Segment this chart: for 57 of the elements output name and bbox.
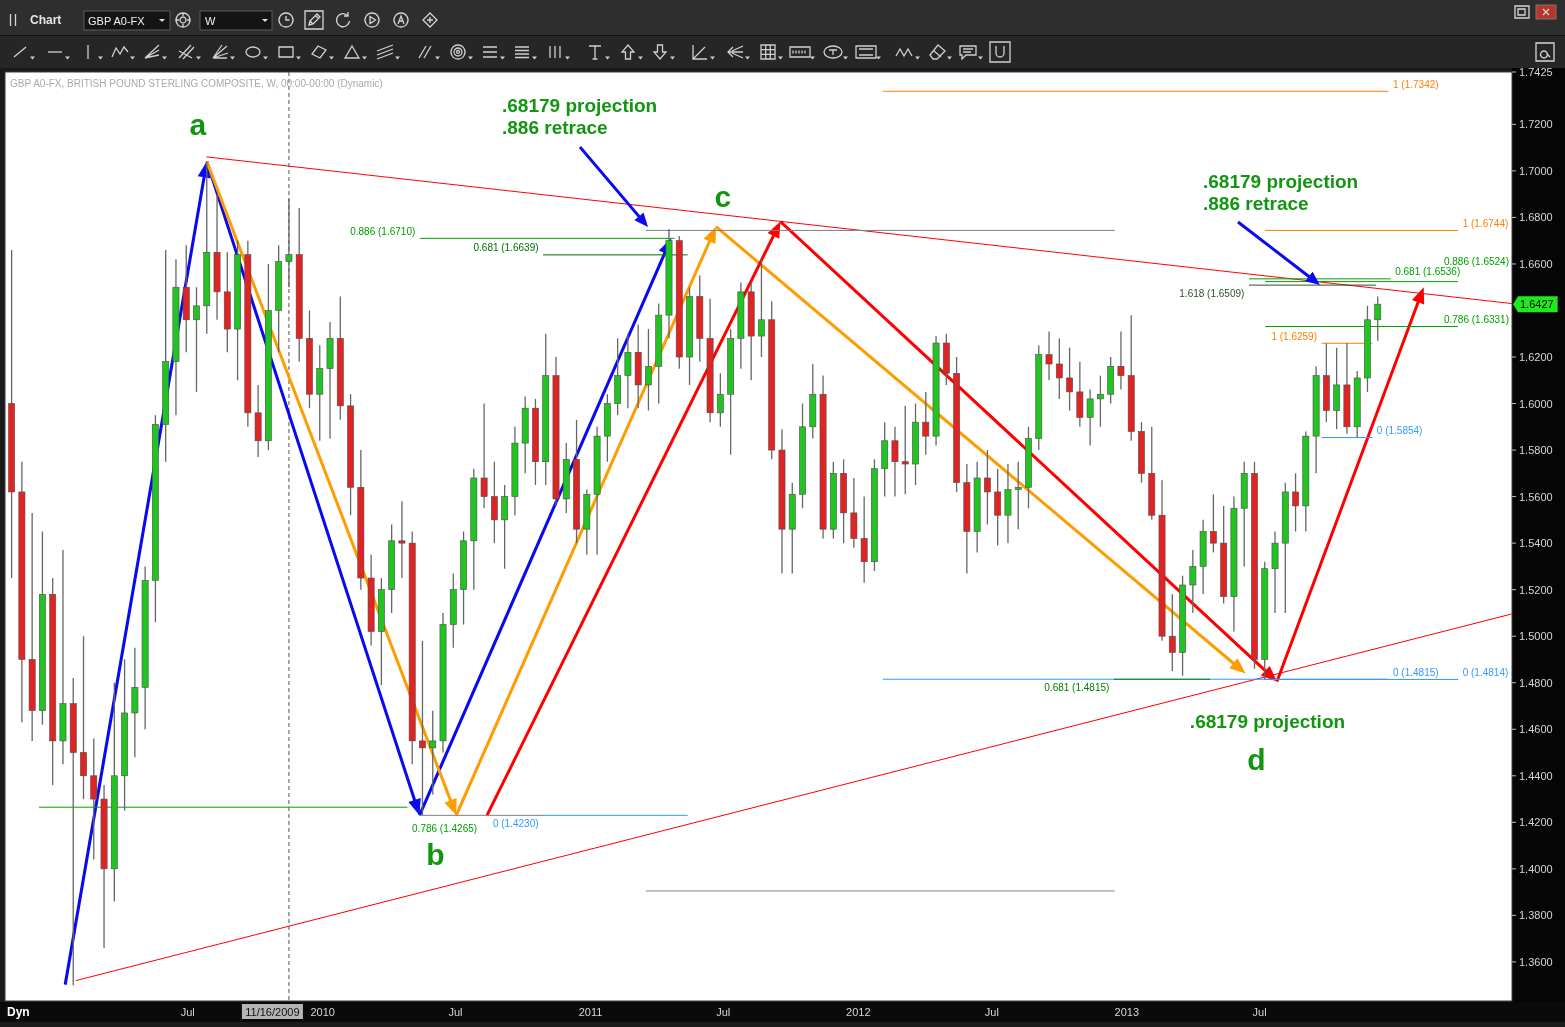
- x-tick-label: Jul: [984, 1006, 999, 1018]
- x-tick-label: 2013: [1114, 1006, 1140, 1018]
- y-tick-label: 1.6000: [1519, 397, 1553, 410]
- series-label: 0.786 (1.6331): [1443, 314, 1510, 326]
- x-tick-label: 2012: [846, 1006, 871, 1018]
- y-tick-label: 1.6200: [1519, 351, 1553, 364]
- y-tick-label: 1.6800: [1519, 211, 1553, 224]
- y-tick-label: 1.6600: [1519, 257, 1553, 270]
- series-label: 0 (1.4814): [1462, 667, 1509, 679]
- y-tick-label: 1.4400: [1519, 769, 1553, 782]
- series-label: 0 (1.4230): [492, 817, 539, 829]
- series-label: 0.681 (1.4815): [1044, 681, 1110, 693]
- y-tick-label: 1.3800: [1519, 909, 1553, 922]
- y-tick-label: 1.4000: [1519, 862, 1553, 875]
- annotation: .68179 projection .886 retrace: [1203, 171, 1359, 215]
- series-label: 0.786 (1.4265): [412, 822, 478, 834]
- x-tick-label: Jul: [180, 1006, 195, 1018]
- y-tick-label: 1.4800: [1519, 676, 1553, 689]
- text: Dyn: [7, 1005, 30, 1019]
- annotation: d: [1247, 743, 1266, 777]
- annotation: a: [189, 107, 207, 141]
- text: Chart: [30, 13, 62, 27]
- y-tick-label: 1.5600: [1519, 490, 1553, 503]
- y-tick-label: 1.7425: [1519, 66, 1553, 78]
- y-tick-label: 1.5000: [1519, 630, 1553, 643]
- series-label: 1 (1.6744): [1462, 218, 1509, 230]
- x-tick-label: Jul: [1252, 1006, 1267, 1018]
- series-label: 0.681 (1.6639): [473, 242, 539, 254]
- series-label: 0.886 (1.6524): [1443, 256, 1510, 268]
- annotation: .68179 projection .886 retrace: [502, 95, 658, 139]
- series-label: 0.681 (1.6536): [1395, 266, 1461, 278]
- series-label: 1 (1.7342): [1393, 78, 1439, 90]
- text: GBP A0-FX, BRITISH POUND STERLING COMPOSITE, W, 00:00-00:00 (Dynamic): [10, 78, 383, 89]
- x-tick-label: Jul: [448, 1006, 463, 1018]
- series-label: 0 (1.4815): [1393, 666, 1439, 678]
- y-tick-label: 1.4600: [1519, 723, 1553, 736]
- text: W: [205, 14, 216, 27]
- series-label: 1 (1.6259): [1271, 330, 1317, 342]
- annotation: b: [426, 838, 445, 872]
- series-label: 0 (1.5854): [1376, 425, 1423, 437]
- text: GBP A0-FX: [88, 14, 146, 27]
- y-tick-label: 1.7200: [1519, 118, 1553, 131]
- series-label: 1.618 (1.6509): [1179, 287, 1245, 299]
- y-tick-label: 1.7000: [1519, 164, 1553, 177]
- annotation: .68179 projection: [1189, 711, 1346, 733]
- y-tick-label: 1.3600: [1519, 955, 1553, 968]
- series-label: 0.886 (1.6710): [350, 225, 416, 237]
- annotation: c: [714, 180, 732, 214]
- text: 1.6427: [1520, 298, 1554, 311]
- x-tick-label: Jul: [716, 1006, 731, 1018]
- y-tick-label: 1.4200: [1519, 816, 1553, 829]
- y-tick-label: 1.5200: [1519, 583, 1553, 596]
- x-tick-label: 2011: [578, 1006, 603, 1018]
- y-tick-label: 1.5800: [1519, 444, 1553, 457]
- ref-line-label: 11/16/2009: [245, 1005, 300, 1018]
- x-tick-label: 2010: [310, 1006, 335, 1018]
- y-tick-label: 1.5400: [1519, 537, 1553, 550]
